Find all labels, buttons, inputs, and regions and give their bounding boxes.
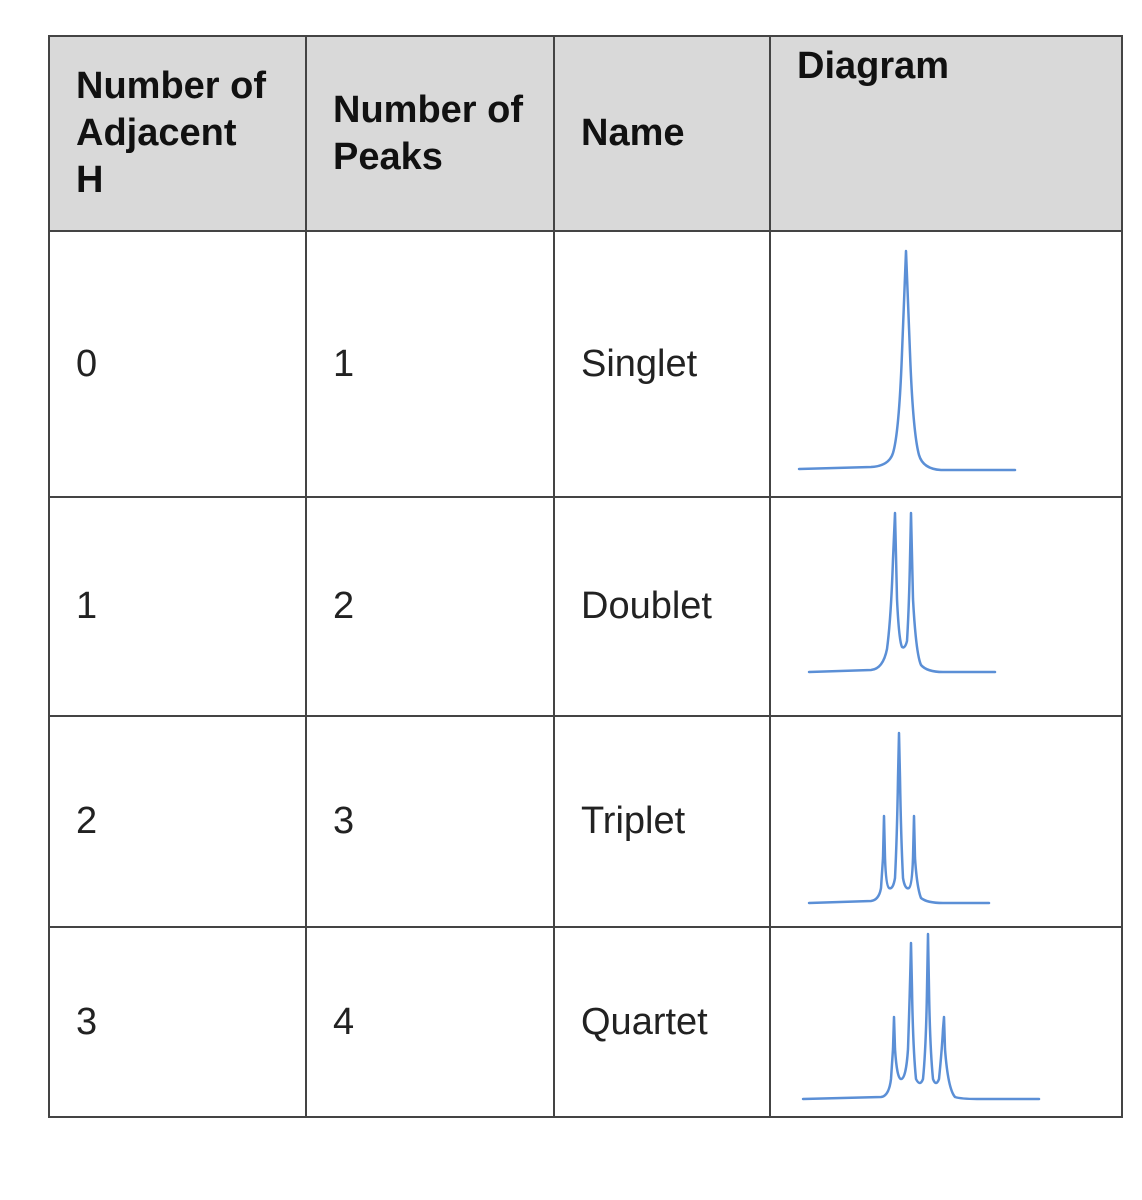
cell-name: Doublet	[553, 496, 771, 717]
cell-number-of-peaks: 3	[305, 715, 555, 928]
table-row: 3 4 Quartet	[48, 926, 1123, 1118]
table-row: 2 3 Triplet	[48, 715, 1123, 928]
cell-diagram	[769, 715, 1123, 928]
table-row: 1 2 Doublet	[48, 496, 1123, 717]
singlet-peak-diagram	[797, 249, 1017, 472]
triplet-peak-diagram	[807, 731, 991, 904]
singlet-spectrum-line	[797, 249, 1017, 472]
cell-number-of-peaks: 4	[305, 926, 555, 1118]
cell-adjacent-h: 1	[48, 496, 307, 717]
cell-diagram	[769, 496, 1123, 717]
cell-diagram	[769, 926, 1123, 1118]
cell-number-of-peaks: 1	[305, 230, 555, 498]
header-adjacent-h: Number of Adjacent H	[48, 35, 307, 232]
table-row: 0 1 Singlet	[48, 230, 1123, 498]
header-number-of-peaks: Number of Peaks	[305, 35, 555, 232]
cell-adjacent-h: 3	[48, 926, 307, 1118]
cell-adjacent-h: 2	[48, 715, 307, 928]
cell-name: Quartet	[553, 926, 771, 1118]
doublet-peak-diagram	[807, 511, 997, 673]
cell-number-of-peaks: 2	[305, 496, 555, 717]
doublet-spectrum-line	[807, 511, 997, 673]
header-diagram: Diagram	[769, 35, 1123, 232]
cell-adjacent-h: 0	[48, 230, 307, 498]
cell-name: Triplet	[553, 715, 771, 928]
header-row: Number of Adjacent H Number of Peaks Nam…	[48, 35, 1123, 232]
quartet-peak-diagram	[801, 932, 1041, 1101]
quartet-spectrum-line	[801, 932, 1041, 1101]
triplet-spectrum-line	[807, 731, 991, 904]
nmr-splitting-table: Number of Adjacent H Number of Peaks Nam…	[48, 35, 1123, 1118]
cell-diagram	[769, 230, 1123, 498]
cell-name: Singlet	[553, 230, 771, 498]
header-name: Name	[553, 35, 771, 232]
